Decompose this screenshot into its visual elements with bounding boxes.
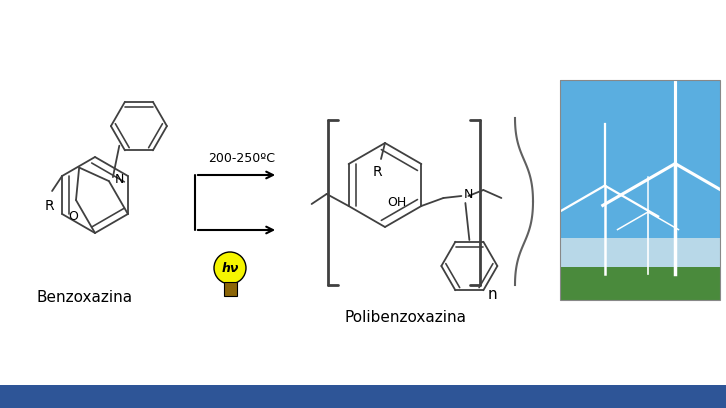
Bar [224, 282, 237, 296]
Text: OH: OH [387, 196, 407, 209]
Text: hν: hν [221, 262, 239, 275]
Text: N: N [463, 188, 473, 200]
Bar [560, 80, 720, 300]
Text: N: N [115, 173, 124, 186]
Text: R: R [44, 199, 54, 213]
Bar [0, 385, 726, 408]
Text: R: R [372, 165, 382, 179]
Text: 200-250ºC: 200-250ºC [208, 152, 275, 165]
Bar [560, 267, 720, 300]
Text: Benzoxazina: Benzoxazina [37, 290, 133, 305]
Text: O: O [68, 210, 78, 223]
Text: Polibenzoxazina: Polibenzoxazina [344, 310, 466, 325]
Circle shape [214, 252, 246, 284]
Bar [560, 80, 720, 267]
Text: n: n [488, 287, 497, 302]
Bar [560, 238, 720, 267]
